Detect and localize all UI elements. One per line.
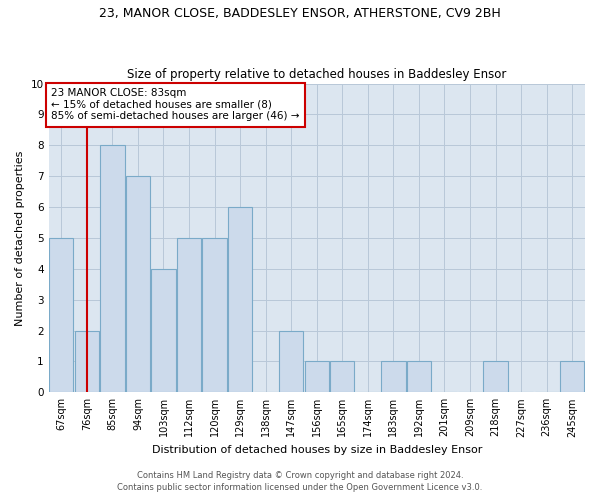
Bar bbox=[126, 176, 150, 392]
Bar bbox=[151, 269, 176, 392]
Bar bbox=[202, 238, 227, 392]
Bar bbox=[305, 362, 329, 392]
Text: 23, MANOR CLOSE, BADDESLEY ENSOR, ATHERSTONE, CV9 2BH: 23, MANOR CLOSE, BADDESLEY ENSOR, ATHERS… bbox=[99, 8, 501, 20]
Text: 23 MANOR CLOSE: 83sqm
← 15% of detached houses are smaller (8)
85% of semi-detac: 23 MANOR CLOSE: 83sqm ← 15% of detached … bbox=[51, 88, 300, 122]
Bar bbox=[49, 238, 73, 392]
Y-axis label: Number of detached properties: Number of detached properties bbox=[15, 150, 25, 326]
Bar bbox=[330, 362, 355, 392]
Title: Size of property relative to detached houses in Baddesley Ensor: Size of property relative to detached ho… bbox=[127, 68, 506, 81]
Bar bbox=[228, 207, 252, 392]
Bar bbox=[75, 330, 99, 392]
Bar bbox=[177, 238, 201, 392]
Bar bbox=[407, 362, 431, 392]
Text: Contains HM Land Registry data © Crown copyright and database right 2024.
Contai: Contains HM Land Registry data © Crown c… bbox=[118, 471, 482, 492]
Bar bbox=[279, 330, 304, 392]
Bar bbox=[381, 362, 406, 392]
Bar bbox=[100, 146, 125, 392]
Bar bbox=[484, 362, 508, 392]
Bar bbox=[560, 362, 584, 392]
X-axis label: Distribution of detached houses by size in Baddesley Ensor: Distribution of detached houses by size … bbox=[152, 445, 482, 455]
